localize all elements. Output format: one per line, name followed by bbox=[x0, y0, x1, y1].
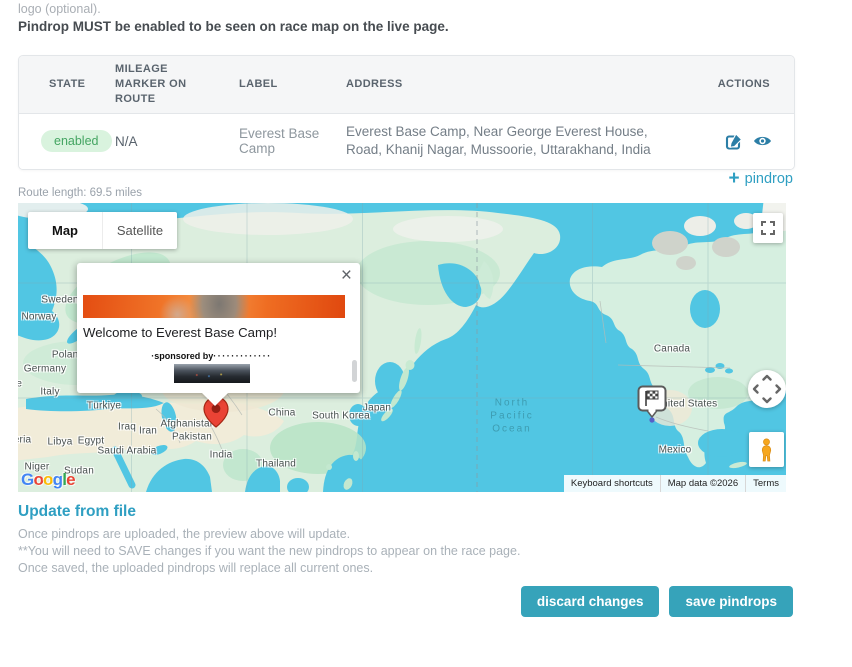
actions-cell bbox=[684, 132, 794, 151]
fullscreen-icon bbox=[761, 221, 775, 235]
popup-title: Welcome to Everest Base Camp! bbox=[83, 325, 277, 340]
race-map[interactable]: SwedenNorwayPolandGermanyFranceItalyTürk… bbox=[18, 203, 786, 492]
map-data-text: Map data ©2026 bbox=[659, 475, 745, 492]
view-pindrop-icon[interactable] bbox=[753, 134, 772, 148]
edit-pindrop-icon[interactable] bbox=[725, 132, 744, 151]
add-pindrop-button[interactable]: + pindrop bbox=[18, 168, 793, 190]
note-line-3: Once saved, the uploaded pindrops will r… bbox=[18, 561, 374, 575]
pan-arrows-icon bbox=[752, 374, 782, 404]
finish-flag-marker[interactable] bbox=[637, 385, 667, 423]
intro-muted-text: logo (optional). bbox=[18, 2, 101, 16]
pindrop-enabled-note: Pindrop MUST be enabled to be seen on ra… bbox=[18, 19, 449, 34]
note-line-2: **You will need to SAVE changes if you w… bbox=[18, 544, 521, 558]
map-tab[interactable]: Map bbox=[52, 223, 78, 238]
col-header-mileage-marker: MILEAGE MARKER ON ROUTE bbox=[115, 63, 187, 105]
terms-link[interactable]: Terms bbox=[745, 475, 786, 492]
plus-icon: + bbox=[728, 168, 740, 189]
mileage-cell: N/A bbox=[115, 133, 138, 149]
sponsored-by-line: ·sponsored by············· bbox=[151, 351, 272, 361]
table-row: enabled N/A Everest Base Camp Everest Ba… bbox=[19, 113, 794, 169]
keyboard-shortcuts-link[interactable]: Keyboard shortcuts bbox=[570, 478, 653, 489]
fullscreen-button[interactable] bbox=[753, 213, 783, 243]
map-type-control: Map Satellite bbox=[28, 212, 177, 249]
col-header-label: LABEL bbox=[239, 77, 278, 90]
satellite-tab[interactable]: Satellite bbox=[102, 212, 177, 249]
col-header-address: ADDRESS bbox=[346, 77, 403, 90]
col-header-state: STATE bbox=[49, 77, 86, 90]
map-attribution: Keyboard shortcuts Map data ©2026 Terms bbox=[563, 475, 786, 492]
footer-actions: discard changes save pindrops bbox=[18, 586, 793, 617]
street-view-pegman[interactable] bbox=[749, 432, 784, 467]
pegman-icon bbox=[761, 438, 772, 461]
pindrop-table: STATE MILEAGE MARKER ON ROUTE LABEL ADDR… bbox=[18, 55, 795, 170]
note-line-1: Once pindrops are uploaded, the preview … bbox=[18, 527, 351, 541]
popup-hero-image bbox=[83, 295, 345, 318]
table-header-row: STATE MILEAGE MARKER ON ROUTE LABEL ADDR… bbox=[19, 56, 794, 114]
close-icon[interactable]: × bbox=[340, 265, 352, 286]
status-badge-enabled: enabled bbox=[41, 130, 112, 153]
pan-control[interactable] bbox=[748, 370, 786, 408]
col-header-actions: ACTIONS bbox=[717, 77, 770, 90]
label-cell: Everest Base Camp bbox=[239, 126, 320, 157]
address-cell: Everest Base Camp, Near George Everest H… bbox=[346, 123, 651, 158]
update-from-file-link[interactable]: Update from file bbox=[18, 503, 136, 520]
discard-changes-button[interactable]: discard changes bbox=[520, 586, 660, 617]
pindrop-info-window: × Welcome to Everest Base Camp! ·sponsor… bbox=[77, 263, 360, 393]
route-length-text: Route length: 69.5 miles bbox=[18, 187, 143, 199]
save-pindrops-button[interactable]: save pindrops bbox=[669, 586, 793, 617]
popup-scrollbar[interactable] bbox=[352, 360, 357, 382]
google-logo[interactable]: Google bbox=[21, 470, 76, 489]
state-cell: enabled bbox=[19, 130, 115, 153]
add-pindrop-label: pindrop bbox=[744, 171, 793, 187]
sponsor-logo-image bbox=[174, 364, 250, 383]
